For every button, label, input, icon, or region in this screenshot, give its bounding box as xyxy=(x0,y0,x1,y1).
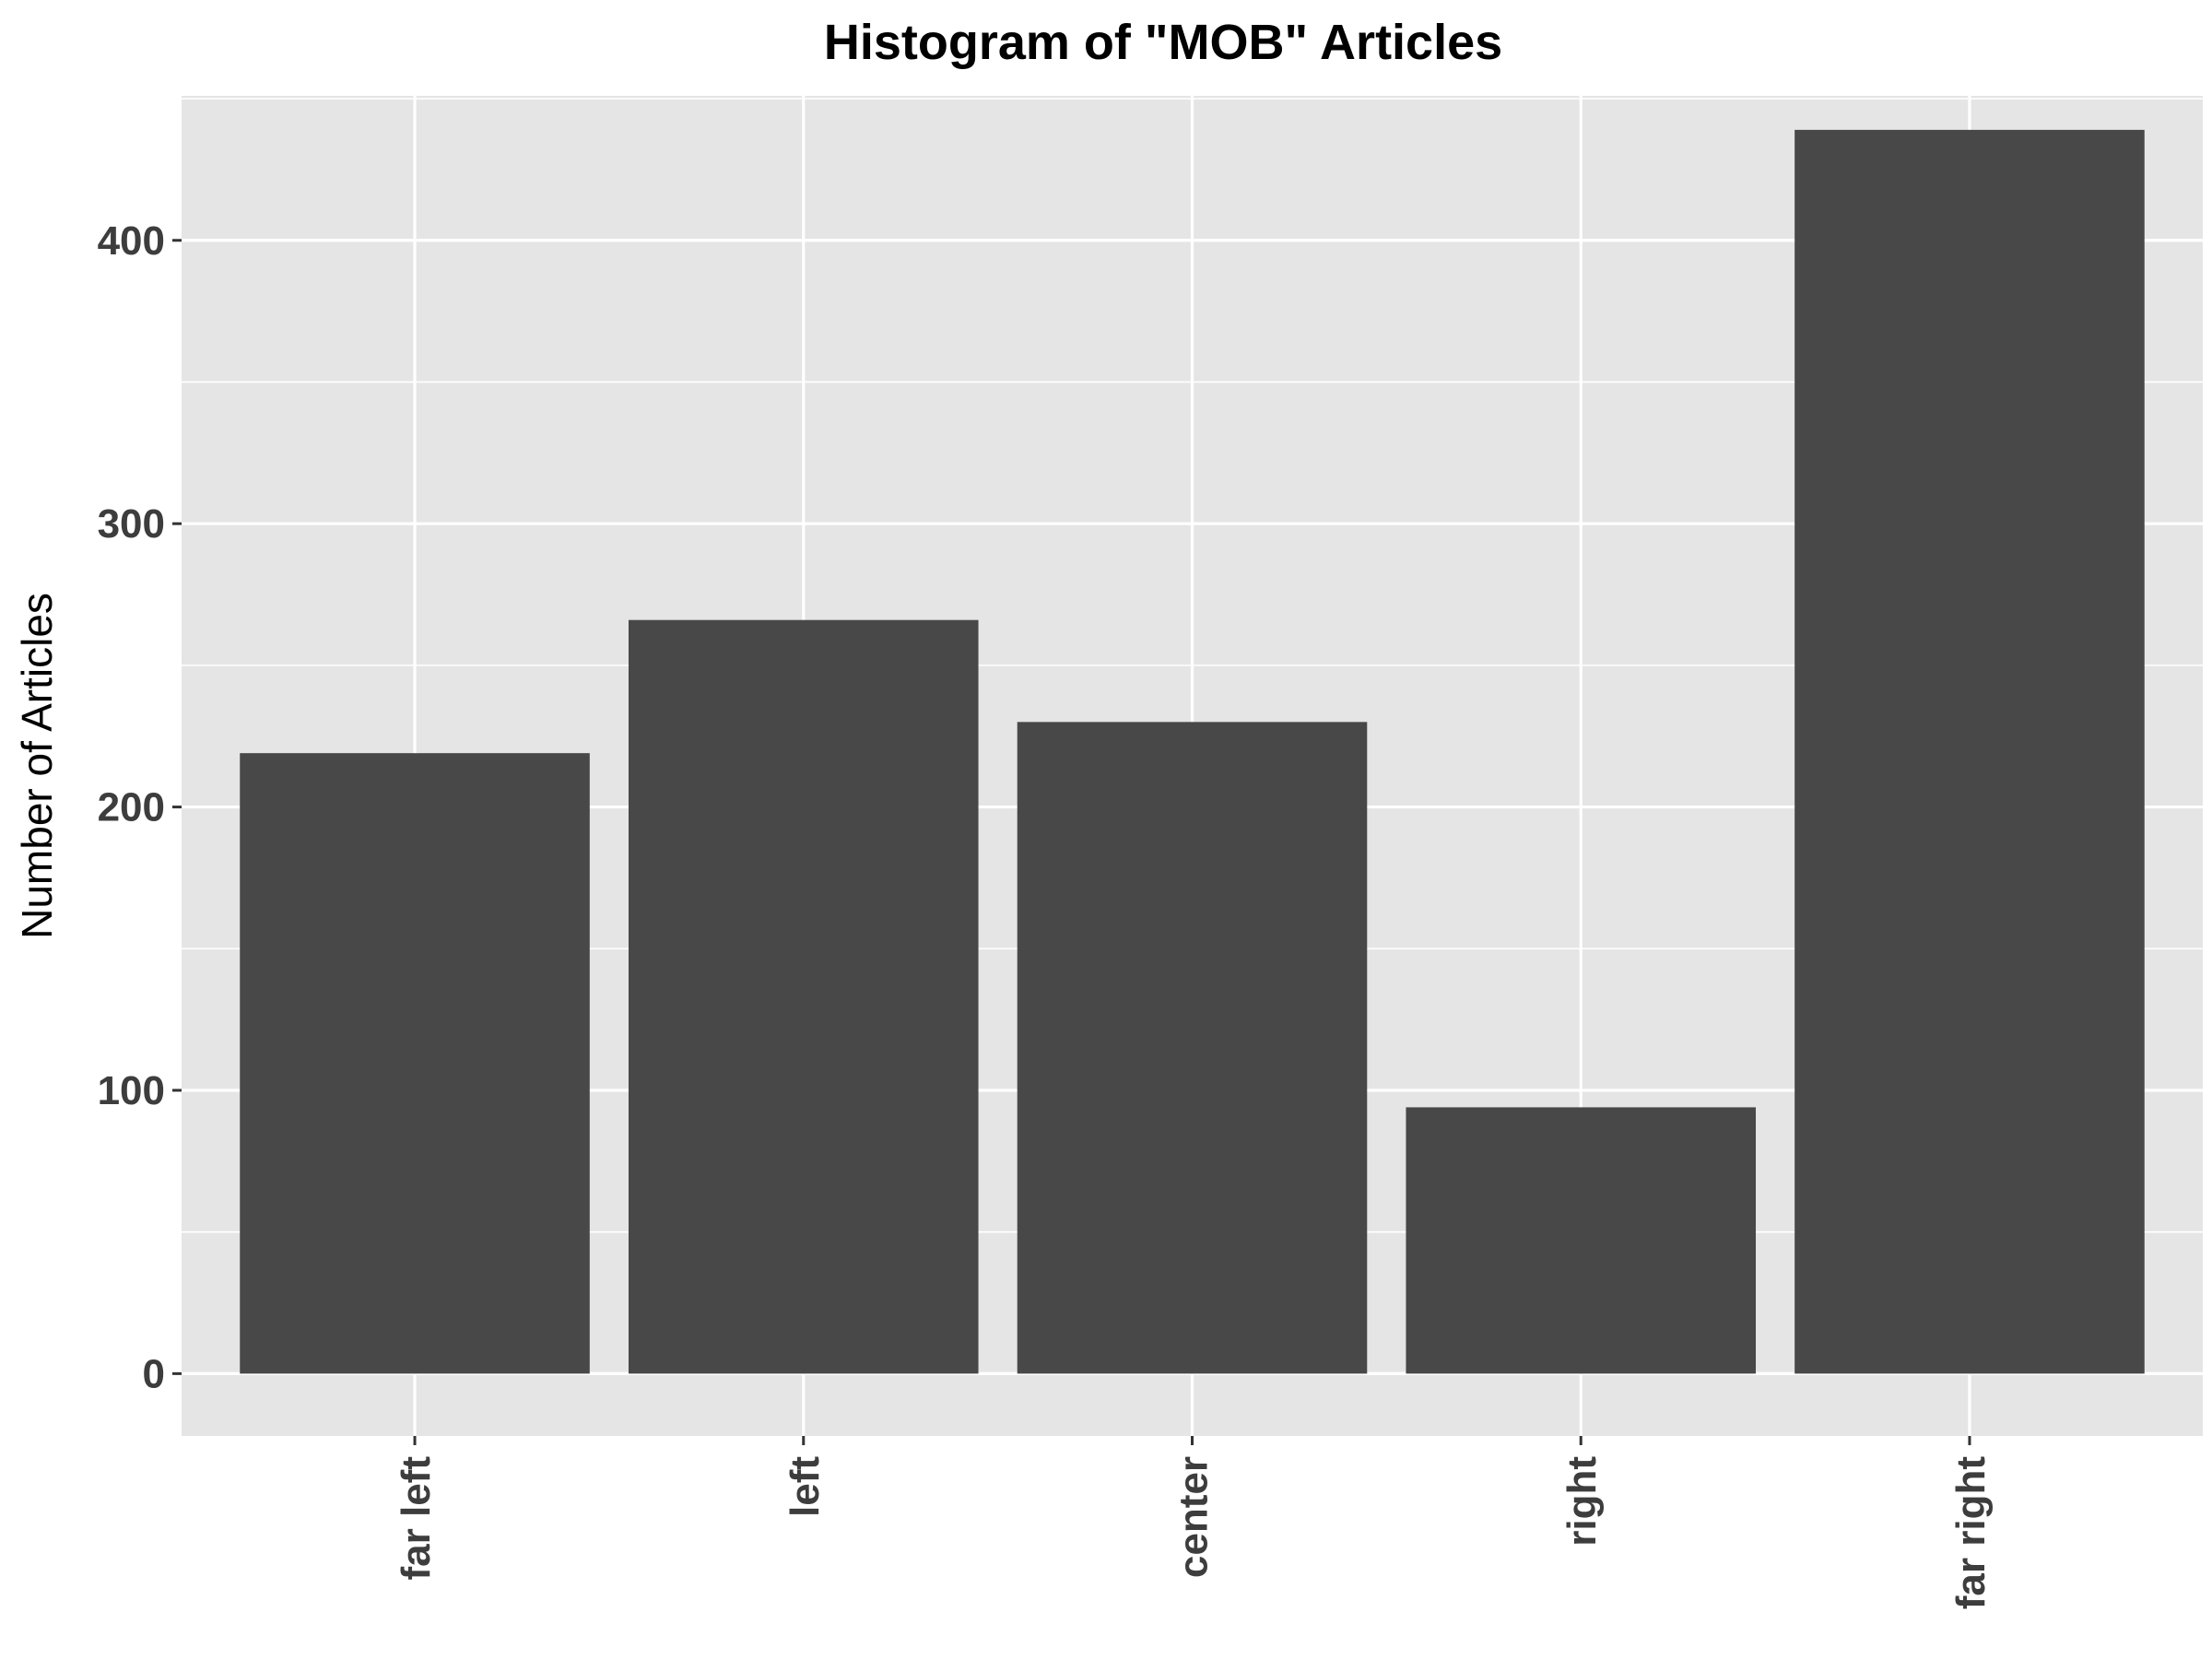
x-tick-label: center xyxy=(1171,1456,1217,1578)
chart-title: Histogram of "MOB" Articles xyxy=(824,15,1502,70)
x-tick-label: far left xyxy=(394,1456,439,1581)
bar-far-right xyxy=(1794,129,2145,1374)
bars xyxy=(240,129,2145,1374)
bar-far-left xyxy=(240,753,590,1374)
y-tick-label: 100 xyxy=(98,1068,165,1113)
bar-center xyxy=(1017,722,1368,1374)
x-tick-label: far right xyxy=(1948,1456,1994,1610)
y-tick-label: 300 xyxy=(98,501,165,547)
y-tick-label: 0 xyxy=(143,1351,165,1396)
bar-right xyxy=(1406,1107,1757,1374)
y-tick-label: 200 xyxy=(98,785,165,830)
x-axis-ticks: far left left center right far right xyxy=(394,1436,1994,1609)
y-axis-ticks: 0 100 200 300 400 xyxy=(98,218,182,1396)
bar-left xyxy=(628,619,979,1374)
x-tick-label: left xyxy=(782,1456,828,1517)
x-tick-label: right xyxy=(1559,1456,1605,1547)
y-axis-label: Number of Articles xyxy=(13,593,61,939)
y-tick-label: 400 xyxy=(98,218,165,264)
